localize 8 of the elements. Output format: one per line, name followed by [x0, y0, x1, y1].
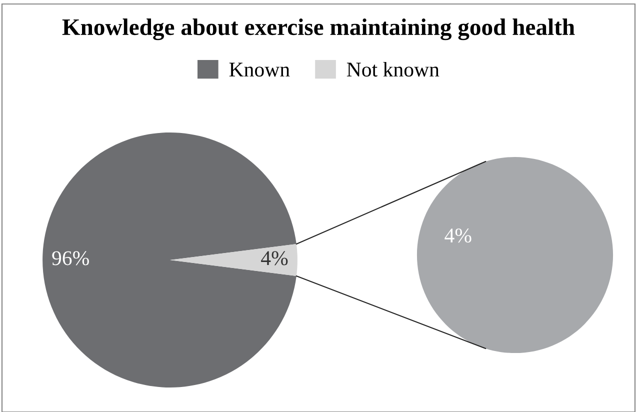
pie-slice — [42, 132, 296, 388]
legend-label: Known — [229, 62, 290, 77]
legend-label: Not known — [346, 62, 440, 77]
chart-title: Knowledge about exercise maintaining good health — [62, 18, 575, 40]
data-label: 4% — [444, 228, 472, 243]
pie-slice — [170, 244, 298, 276]
data-label: 96% — [52, 251, 89, 266]
data-label: 4% — [261, 251, 288, 266]
